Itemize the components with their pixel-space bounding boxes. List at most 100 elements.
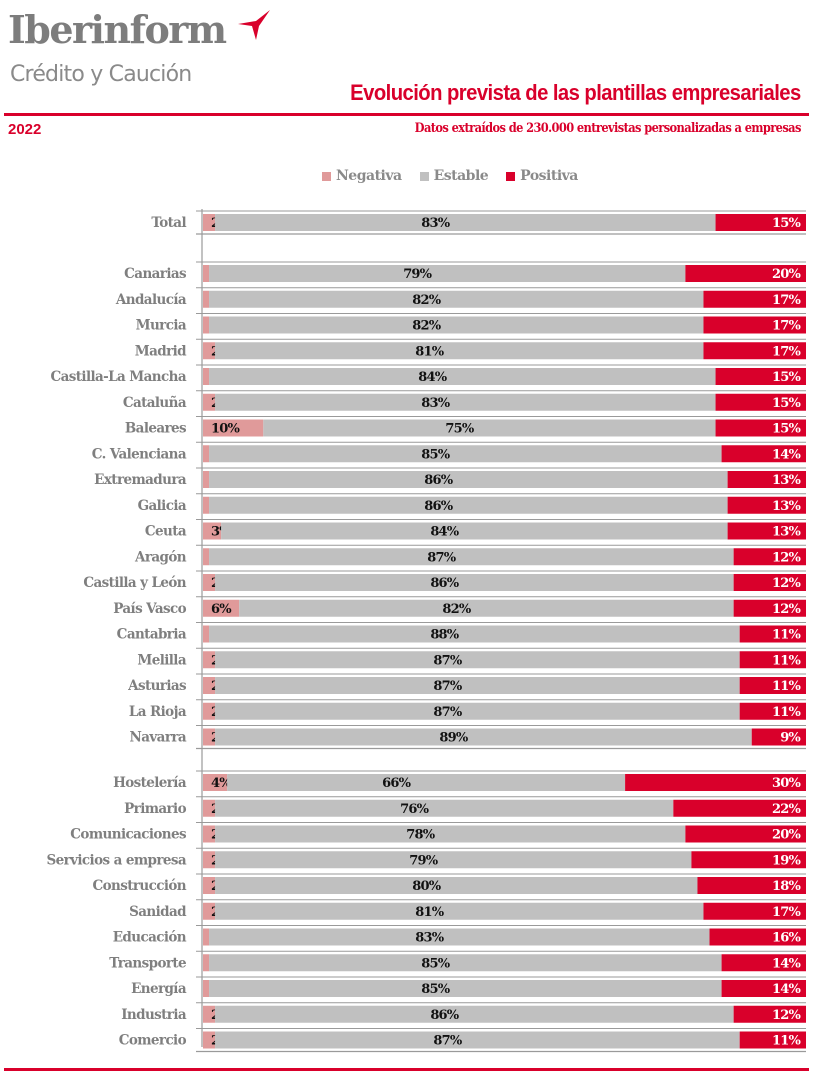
- bar-negativa: [203, 316, 210, 334]
- value-label-positiva: 11%: [772, 679, 801, 694]
- value-label-estable: 81%: [415, 344, 444, 359]
- bar-positiva: [715, 214, 806, 231]
- category-label: Construcción: [92, 878, 186, 894]
- bar-estable: [209, 471, 728, 488]
- legend-label-estable: Estable: [433, 168, 489, 184]
- value-label-positiva: 12%: [772, 576, 801, 591]
- bar-estable: [263, 419, 716, 437]
- value-label-estable: 85%: [421, 956, 450, 971]
- value-label-estable: 85%: [421, 982, 450, 997]
- category-label: Castilla y León: [83, 575, 186, 591]
- category-label: Andalucía: [115, 292, 187, 308]
- chart-title: Evolución prevista de las plantillas emp…: [350, 80, 801, 105]
- bar-estable: [209, 625, 740, 643]
- bar-negativa: [203, 471, 210, 488]
- bar-negativa: [203, 342, 216, 360]
- category-label: Cantabria: [117, 627, 187, 643]
- legend-label-positiva: Positiva: [520, 168, 578, 184]
- value-label-positiva: 17%: [772, 293, 801, 308]
- bar-positiva: [721, 980, 806, 997]
- category-label: Ceuta: [145, 524, 187, 540]
- bar-negativa: [203, 799, 216, 817]
- value-label-estable: 88%: [430, 628, 459, 643]
- value-label-estable: 66%: [382, 776, 411, 791]
- category-label: Melilla: [137, 652, 186, 668]
- category-label: Total: [151, 215, 186, 231]
- value-label-positiva: 11%: [772, 1034, 801, 1049]
- bar-estable: [209, 368, 716, 385]
- category-label: Educación: [113, 930, 187, 946]
- value-label-estable: 84%: [418, 370, 447, 385]
- bar-positiva: [691, 851, 806, 869]
- bar-positiva: [703, 342, 806, 360]
- bar-estable: [209, 928, 710, 946]
- bar-positiva: [715, 419, 806, 437]
- category-label: Primario: [124, 801, 186, 817]
- bar-positiva: [625, 774, 806, 791]
- bar-estable: [215, 702, 740, 720]
- bar-estable: [215, 214, 716, 231]
- value-label-estable: 79%: [409, 853, 438, 868]
- value-label-positiva: 17%: [772, 905, 801, 920]
- value-label-estable: 86%: [424, 499, 453, 514]
- bar-positiva: [733, 599, 806, 617]
- bar-estable: [215, 877, 698, 894]
- bar-negativa: [203, 265, 210, 282]
- category-label: La Rioja: [129, 704, 187, 720]
- bar-estable: [209, 548, 734, 566]
- bar-negativa: [203, 1005, 216, 1023]
- brand-subtitle: Crédito y Caución: [10, 62, 192, 87]
- bar-negativa: [203, 877, 216, 894]
- legend-item-estable: Estable: [419, 168, 489, 184]
- category-label: Galicia: [138, 498, 187, 514]
- value-label-positiva: 18%: [772, 879, 801, 894]
- bar-negativa: [203, 445, 210, 463]
- value-label-positiva: 20%: [772, 267, 801, 282]
- bar-estable: [215, 825, 686, 843]
- value-label-estable: 82%: [442, 602, 471, 617]
- value-label-positiva: 11%: [772, 628, 801, 643]
- category-label: C. Valenciana: [92, 446, 187, 462]
- legend-label-negativa: Negativa: [336, 168, 402, 184]
- bar-positiva: [703, 290, 806, 308]
- bar-estable: [209, 980, 722, 997]
- category-label: Extremadura: [94, 472, 187, 488]
- value-label-estable: 76%: [400, 802, 429, 817]
- value-label-negativa: 6%: [211, 602, 232, 617]
- bar-negativa: [203, 702, 216, 720]
- value-label-positiva: 15%: [772, 216, 801, 231]
- value-label-positiva: 14%: [772, 982, 801, 997]
- value-label-positiva: 15%: [772, 396, 801, 411]
- red-tripod-mark-icon: [238, 10, 270, 40]
- year-label: 2022: [8, 121, 42, 138]
- value-label-estable: 82%: [412, 319, 441, 334]
- value-label-estable: 85%: [421, 447, 450, 462]
- bar-positiva: [739, 702, 806, 720]
- value-label-estable: 86%: [424, 473, 453, 488]
- bar-negativa: [203, 1031, 216, 1049]
- value-label-estable: 87%: [427, 550, 456, 565]
- footer-divider: [4, 1068, 809, 1071]
- bar-negativa: [203, 214, 216, 231]
- bar-positiva: [751, 728, 806, 746]
- category-label: Industria: [121, 1007, 187, 1023]
- bar-negativa: [203, 419, 264, 437]
- value-label-estable: 89%: [439, 731, 468, 746]
- value-label-positiva: 13%: [772, 473, 801, 488]
- value-label-estable: 81%: [415, 905, 444, 920]
- bar-positiva: [709, 928, 806, 946]
- value-label-positiva: 19%: [772, 853, 801, 868]
- value-label-estable: 87%: [433, 653, 462, 668]
- bar-positiva: [727, 522, 806, 540]
- value-label-estable: 80%: [412, 879, 441, 894]
- bar-positiva: [739, 651, 806, 669]
- bar-negativa: [203, 980, 210, 997]
- value-label-estable: 86%: [430, 1008, 459, 1023]
- bar-estable: [215, 799, 674, 817]
- bar-estable: [215, 728, 752, 746]
- category-label: Aragón: [134, 549, 187, 565]
- bar-negativa: [203, 851, 216, 869]
- bar-estable: [215, 1005, 734, 1023]
- value-label-estable: 83%: [421, 216, 450, 231]
